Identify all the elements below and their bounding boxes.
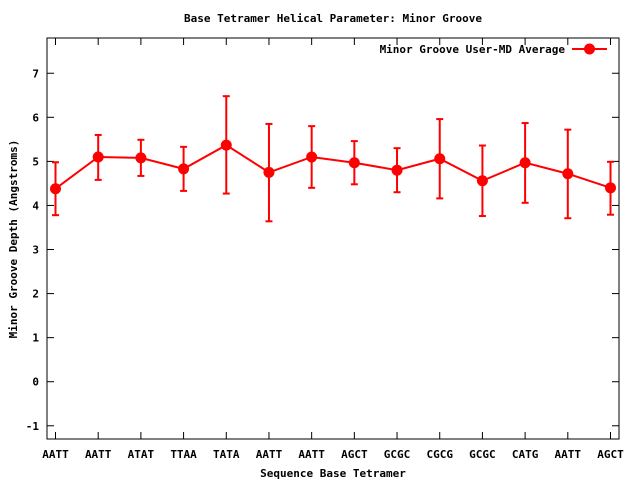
y-axis-label: Minor Groove Depth (Angstroms): [7, 140, 20, 339]
data-point: [306, 151, 318, 163]
chart-title: Base Tetramer Helical Parameter: Minor G…: [184, 12, 482, 25]
data-point: [391, 164, 403, 176]
data-point: [562, 168, 574, 180]
data-point: [220, 139, 232, 151]
legend-label: Minor Groove User-MD Average: [380, 43, 566, 56]
y-tick-label: 3: [32, 244, 39, 257]
legend: Minor Groove User-MD Average: [380, 43, 607, 56]
x-axis: AATT AATT ATAT TTAA TATA AATT AATT AGCT GCGC CGCG…: [42, 38, 624, 461]
data-points: [50, 139, 616, 195]
y-tick-label: -1: [26, 420, 40, 433]
data-point: [135, 152, 147, 164]
y-axis: -1 0 1 2 3 4 5 6 7: [26, 67, 619, 433]
error-bars: [52, 95, 614, 223]
x-tick-label: ATAT: [128, 448, 155, 461]
x-tick-label: CGCG: [426, 448, 453, 461]
x-axis-label: Sequence Base Tetramer: [260, 467, 406, 480]
y-tick-label: 7: [32, 67, 39, 80]
x-tick-label: AATT: [256, 448, 283, 461]
data-point: [92, 151, 104, 163]
y-tick-label: 4: [32, 199, 39, 212]
y-tick-label: 1: [32, 332, 39, 345]
data-point: [50, 183, 61, 195]
series-line: [54, 143, 611, 190]
legend-marker-swatch: [584, 43, 595, 55]
x-tick-label: GCGC: [469, 448, 496, 461]
y-tick-label: 6: [32, 111, 39, 124]
x-tick-label: AATT: [298, 448, 325, 461]
y-tick-label: 0: [32, 376, 39, 389]
x-tick-label: TATA: [213, 448, 240, 461]
y-tick-label: 2: [32, 288, 39, 301]
x-tick-label: TTAA: [170, 448, 197, 461]
x-tick-label: AATT: [85, 448, 112, 461]
data-point: [178, 163, 190, 175]
plot-frame: [46, 37, 620, 440]
x-tick-label: AATT: [42, 448, 69, 461]
x-tick-label: AATT: [555, 448, 582, 461]
x-tick-label: CATG: [512, 448, 539, 461]
data-point: [519, 157, 531, 169]
y-tick-label: 5: [32, 155, 39, 168]
x-tick-label: AGCT: [597, 448, 624, 461]
data-point: [263, 166, 275, 178]
data-point: [434, 153, 446, 165]
x-tick-label: AGCT: [341, 448, 368, 461]
data-point: [348, 157, 360, 169]
x-tick-label: GCGC: [384, 448, 411, 461]
data-point: [476, 175, 488, 187]
data-point: [605, 182, 616, 194]
